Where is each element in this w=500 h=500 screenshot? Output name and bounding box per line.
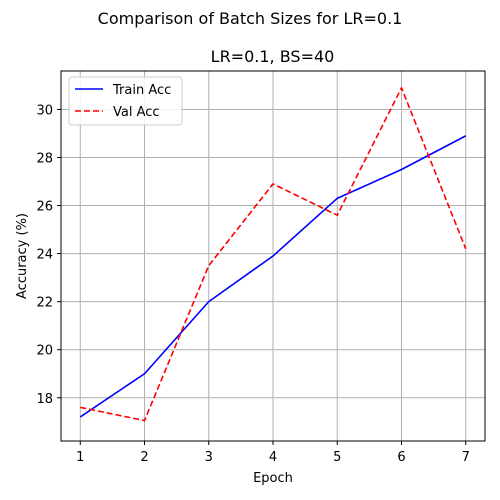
x-tick-label: 6 [397, 450, 405, 465]
x-tick-label: 5 [333, 450, 341, 465]
y-tick-label: 22 [36, 296, 53, 311]
series-line-train-acc [79, 135, 467, 418]
legend: Train Acc Val Acc [68, 76, 183, 126]
y-axis-label: Accuracy (%) [15, 213, 30, 299]
y-tick-label: 18 [36, 392, 53, 407]
legend-label-train: Train Acc [112, 83, 171, 98]
chart-title: LR=0.1, BS=40 [211, 47, 335, 66]
ticks: 1 2 3 4 5 6 7 18 20 22 24 26 28 30 [36, 103, 469, 465]
series-line-val-acc [80, 87, 467, 422]
x-tick-label: 1 [76, 450, 84, 465]
x-tick-label: 7 [462, 450, 470, 465]
legend-label-val: Val Acc [113, 105, 160, 120]
x-tick-label: 2 [140, 450, 148, 465]
y-tick-label: 30 [36, 103, 53, 118]
x-tick-label: 3 [205, 450, 213, 465]
y-tick-label: 20 [36, 344, 53, 359]
grid [61, 71, 485, 441]
series-layer [79, 87, 467, 422]
y-tick-label: 28 [36, 151, 53, 166]
y-tick-label: 24 [36, 248, 53, 263]
chart-suptitle: Comparison of Batch Sizes for LR=0.1 [98, 9, 403, 28]
y-tick-label: 26 [36, 200, 53, 215]
x-axis-label: Epoch [253, 471, 293, 486]
x-tick-label: 4 [269, 450, 277, 465]
